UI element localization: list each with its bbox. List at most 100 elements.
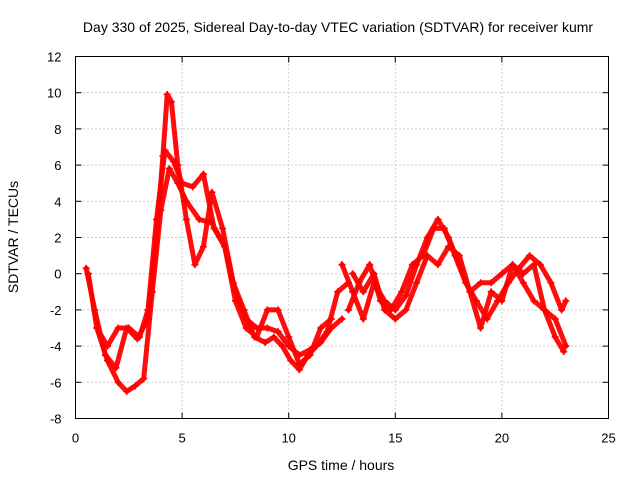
data-point: [242, 324, 250, 332]
data-point: [338, 315, 346, 323]
data-point: [125, 324, 133, 332]
data-point: [551, 333, 559, 341]
data-point: [370, 270, 378, 278]
data-point: [219, 224, 227, 232]
data-point: [558, 306, 566, 314]
data-point: [182, 197, 190, 205]
data-point: [519, 270, 527, 278]
data-point: [274, 306, 282, 314]
x-tick-label: 15: [388, 431, 402, 446]
data-point: [327, 315, 335, 323]
x-tick-label: 5: [178, 431, 185, 446]
data-point: [148, 288, 156, 296]
data-point: [114, 378, 122, 386]
data-point: [547, 279, 555, 287]
data-point: [498, 297, 506, 305]
x-tick-label: 10: [281, 431, 295, 446]
data-point: [278, 342, 286, 350]
y-tick-label: 4: [54, 194, 61, 209]
data-point: [398, 288, 406, 296]
data-point: [84, 270, 92, 278]
y-axis-label: SDTVAR / TECUs: [5, 181, 21, 293]
data-point: [317, 338, 325, 346]
data-point: [359, 288, 367, 296]
data-point: [189, 183, 197, 191]
data-point: [391, 315, 399, 323]
data-point: [327, 324, 335, 332]
data-point: [334, 288, 342, 296]
data-point: [344, 306, 352, 314]
data-point: [359, 315, 367, 323]
data-point: [413, 279, 421, 287]
series-track-3: [94, 166, 334, 394]
data-point: [182, 215, 190, 223]
x-tick-label: 0: [72, 431, 79, 446]
series-track-2: [85, 148, 345, 358]
data-point: [195, 215, 203, 223]
data-point: [487, 279, 495, 287]
data-point: [526, 252, 534, 260]
data-point: [455, 252, 463, 260]
x-axis-label: GPS time / hours: [288, 457, 395, 473]
data-point: [408, 261, 416, 269]
data-point: [157, 206, 165, 214]
data-point: [477, 279, 485, 287]
data-point: [174, 179, 182, 187]
y-tick-label: 0: [54, 267, 61, 282]
data-point: [199, 243, 207, 251]
y-tick-label: 12: [47, 50, 61, 65]
data-point: [253, 333, 261, 341]
y-tick-label: -4: [50, 339, 62, 354]
chart-title: Day 330 of 2025, Sidereal Day-to-day VTE…: [83, 19, 593, 35]
data-point: [541, 306, 549, 314]
data-point: [161, 147, 169, 155]
data-point: [285, 333, 293, 341]
data-point: [519, 279, 527, 287]
data-point: [487, 288, 495, 296]
data-point: [221, 243, 229, 251]
data-point: [82, 264, 90, 272]
data-point: [317, 324, 325, 332]
data-point: [562, 342, 570, 350]
data-point: [366, 261, 374, 269]
data-point: [231, 297, 239, 305]
data-point: [560, 348, 568, 356]
y-tick-label: 2: [54, 231, 61, 246]
data-point: [349, 270, 357, 278]
data-point: [165, 165, 173, 173]
data-point: [434, 215, 442, 223]
data-point: [191, 261, 199, 269]
y-tick-label: -8: [50, 412, 62, 427]
data-point: [295, 360, 303, 368]
data-point: [208, 219, 216, 227]
data-point: [562, 297, 570, 305]
data-series: [82, 91, 570, 395]
data-point: [103, 357, 111, 365]
y-tick-labels: -8 -6 -4 -2 0 2 4 6 8 10 12: [47, 50, 609, 427]
data-point: [536, 261, 544, 269]
data-point: [440, 224, 448, 232]
data-point: [402, 306, 410, 314]
data-point: [270, 333, 278, 341]
data-point: [274, 328, 282, 336]
y-tick-label: 8: [54, 122, 61, 137]
data-point: [477, 324, 485, 332]
data-point: [167, 98, 175, 106]
data-point: [338, 261, 346, 269]
data-point: [530, 261, 538, 269]
data-point: [423, 252, 431, 260]
data-point: [261, 338, 269, 346]
data-point: [140, 375, 148, 383]
data-point: [445, 243, 453, 251]
data-point: [263, 324, 271, 332]
data-point: [199, 170, 207, 178]
data-point: [466, 288, 474, 296]
data-point: [551, 315, 559, 323]
x-tick-label: 20: [495, 431, 509, 446]
data-point: [135, 333, 143, 341]
y-tick-label: -6: [50, 375, 62, 390]
y-tick-label: -2: [50, 303, 62, 318]
data-point: [287, 357, 295, 365]
data-point: [263, 306, 271, 314]
